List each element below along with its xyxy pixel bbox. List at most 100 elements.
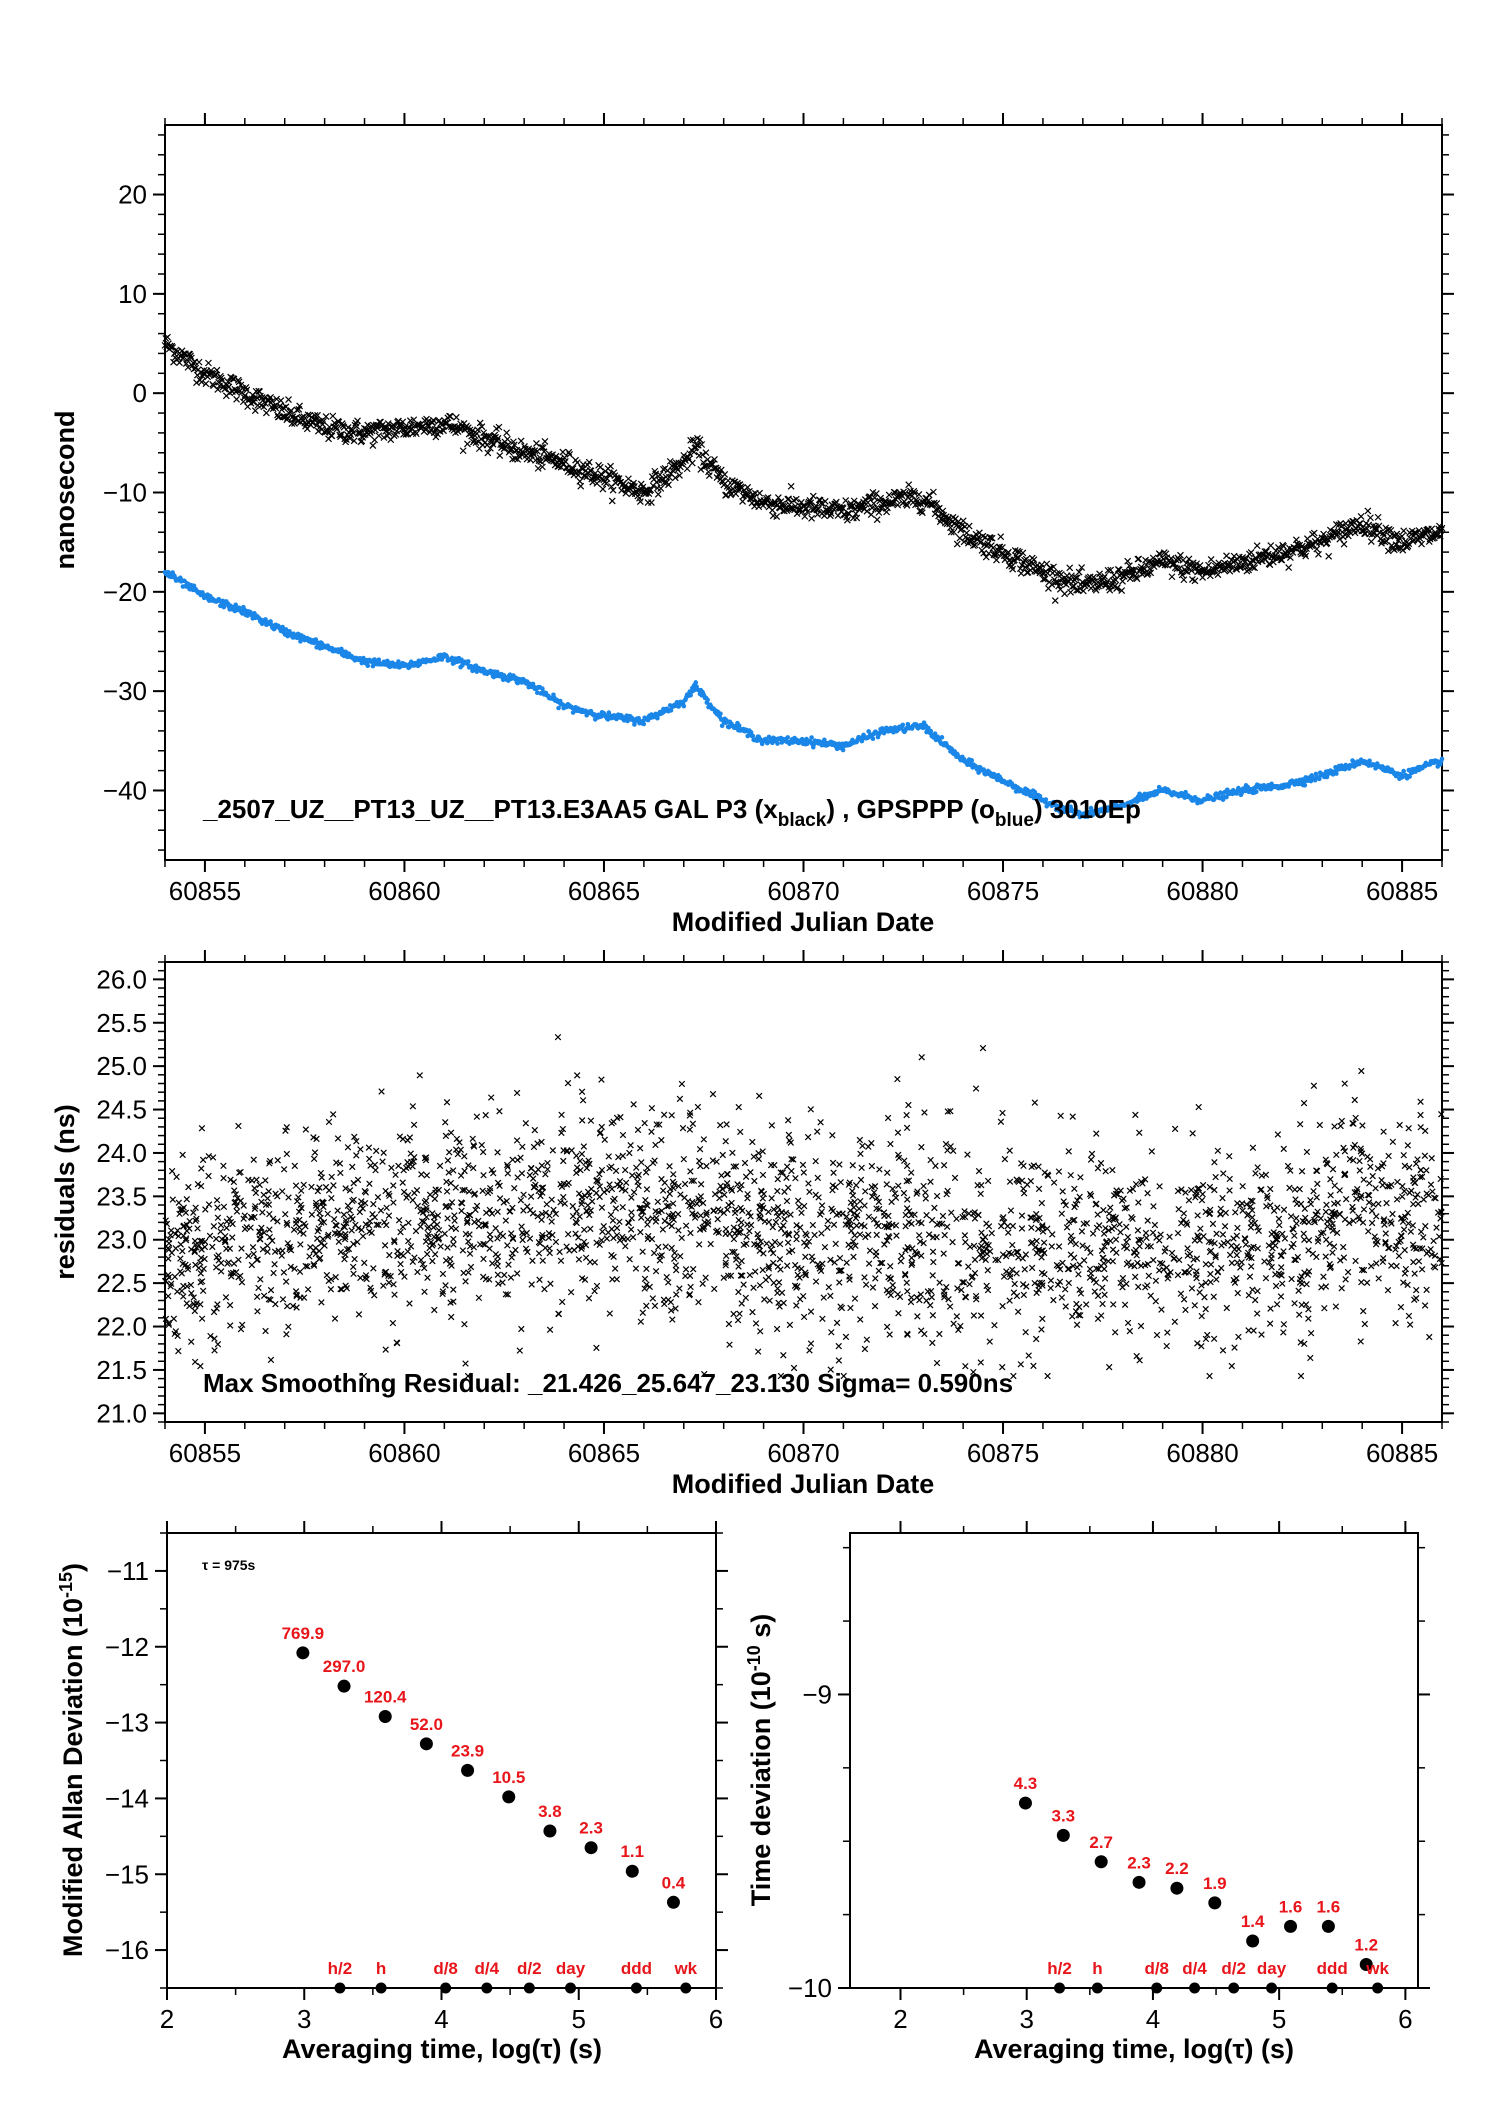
y-tick-label: 25.0 [96, 1051, 147, 1081]
gal-p3-point [494, 434, 502, 442]
gal-p3-point [898, 492, 906, 500]
gal-p3-point [300, 413, 308, 421]
gal-p3-point [950, 528, 958, 536]
x-tick-label: 60860 [368, 876, 440, 906]
gal-p3-point [1052, 578, 1060, 586]
y-tick-label: −40 [103, 775, 147, 805]
annotation-end: ) 3010Ep [1034, 794, 1141, 824]
gal-p3-point [233, 395, 240, 403]
gal-p3-point [773, 513, 781, 521]
gal-p3-point [267, 393, 275, 401]
x-tick-label: 60865 [568, 876, 640, 906]
y-tick-label: 21.5 [96, 1355, 147, 1385]
gal-p3-point [1019, 549, 1027, 557]
gal-p3-point [705, 472, 713, 479]
x-tick-label: 60855 [169, 876, 241, 906]
gal-p3-point [768, 506, 776, 514]
y-tick-label: −10 [103, 478, 147, 508]
gal-p3-point [755, 503, 763, 511]
gal-p3-point [504, 435, 511, 443]
gal-p3-point [329, 412, 337, 420]
gal-p3-point [984, 540, 992, 548]
gal-p3-point [683, 465, 691, 473]
gal-p3-point [534, 464, 542, 472]
gal-p3-point [684, 453, 692, 461]
y-tick-label: −20 [103, 577, 147, 607]
gal-p3-point [1055, 582, 1063, 590]
x-tick-label: 60880 [1166, 1438, 1238, 1468]
gal-p3-point [1067, 572, 1075, 580]
y-tick-label: 0 [133, 378, 147, 408]
gal-p3-point [566, 450, 574, 458]
gal-p3-point [1044, 569, 1051, 577]
y-tick-label: 25.5 [96, 1008, 147, 1038]
gal-p3-point [565, 448, 573, 456]
gal-p3-point [803, 508, 811, 516]
gal-p3-point [559, 448, 567, 456]
gal-p3-point [336, 431, 344, 439]
gpsppp-point [750, 733, 756, 739]
gal-p3-point [1061, 590, 1069, 598]
gpsppp-point [1334, 771, 1339, 776]
gal-p3-point [344, 423, 352, 431]
gal-p3-point [889, 499, 897, 507]
gal-p3-point [607, 462, 614, 470]
gal-p3-point [914, 500, 922, 508]
gal-p3-point [202, 380, 210, 388]
gal-p3-point [393, 427, 401, 435]
gal-p3-point [356, 430, 364, 438]
gal-p3-point [933, 499, 941, 507]
gal-p3-point [1039, 569, 1046, 577]
gal-p3-point [792, 495, 800, 503]
gal-p3-point [843, 516, 851, 524]
gal-p3-point [873, 516, 881, 524]
timeseries-ticks: 60855 60860 60865 60870 60875 60880 6088520100… [103, 113, 1454, 906]
annotation-mid: ) , GPSPPP (o [826, 794, 995, 824]
gal-p3-point [1051, 597, 1059, 604]
gal-p3-point [272, 404, 280, 412]
gal-p3-point [1017, 569, 1025, 577]
gal-p3-point [296, 402, 304, 410]
gal-p3-point [716, 469, 724, 477]
gal-p3-point [354, 417, 361, 425]
gal-p3-point [509, 455, 517, 463]
gal-p3-point [288, 420, 296, 428]
gal-p3-point [205, 359, 212, 367]
gal-p3-point [268, 397, 276, 405]
gal-p3-point [332, 423, 340, 431]
gpsppp-point [365, 663, 371, 669]
gal-p3-point [552, 452, 560, 460]
gal-p3-point [689, 436, 697, 444]
gal-p3-point [531, 447, 539, 455]
gal-p3-point [657, 485, 665, 492]
x-tick-label: 60865 [568, 1438, 640, 1468]
gal-p3-point [676, 472, 683, 479]
gal-p3-point [328, 432, 336, 440]
gal-p3-point [240, 394, 248, 402]
gal-p3-point [805, 498, 813, 506]
gal-p3-point [337, 433, 344, 441]
y-tick-label: 22.0 [96, 1312, 147, 1342]
y-tick-label: 23.0 [96, 1225, 147, 1255]
gal-p3-point [686, 450, 694, 458]
gpsppp-point [928, 728, 934, 734]
gal-p3-point [875, 509, 883, 516]
gal-p3-point [621, 482, 629, 490]
gal-p3-point [198, 378, 206, 386]
gal-p3-point [826, 512, 834, 520]
gal-p3-point [369, 442, 377, 449]
gal-p3-point [312, 416, 320, 423]
gpsppp-point [785, 735, 791, 740]
gal-p3-point [324, 427, 332, 434]
gal-p3-point [783, 507, 791, 515]
gal-p3-point [717, 466, 725, 474]
gal-p3-point [214, 386, 222, 393]
gal-p3-point [666, 457, 674, 465]
gal-p3-point [807, 499, 815, 507]
gpsppp-point [681, 703, 687, 709]
gal-p3-point [925, 491, 933, 499]
gal-p3-point [260, 403, 268, 411]
gal-p3-point [1009, 565, 1017, 573]
gal-p3-point [459, 447, 467, 455]
gal-p3-point [322, 413, 330, 421]
